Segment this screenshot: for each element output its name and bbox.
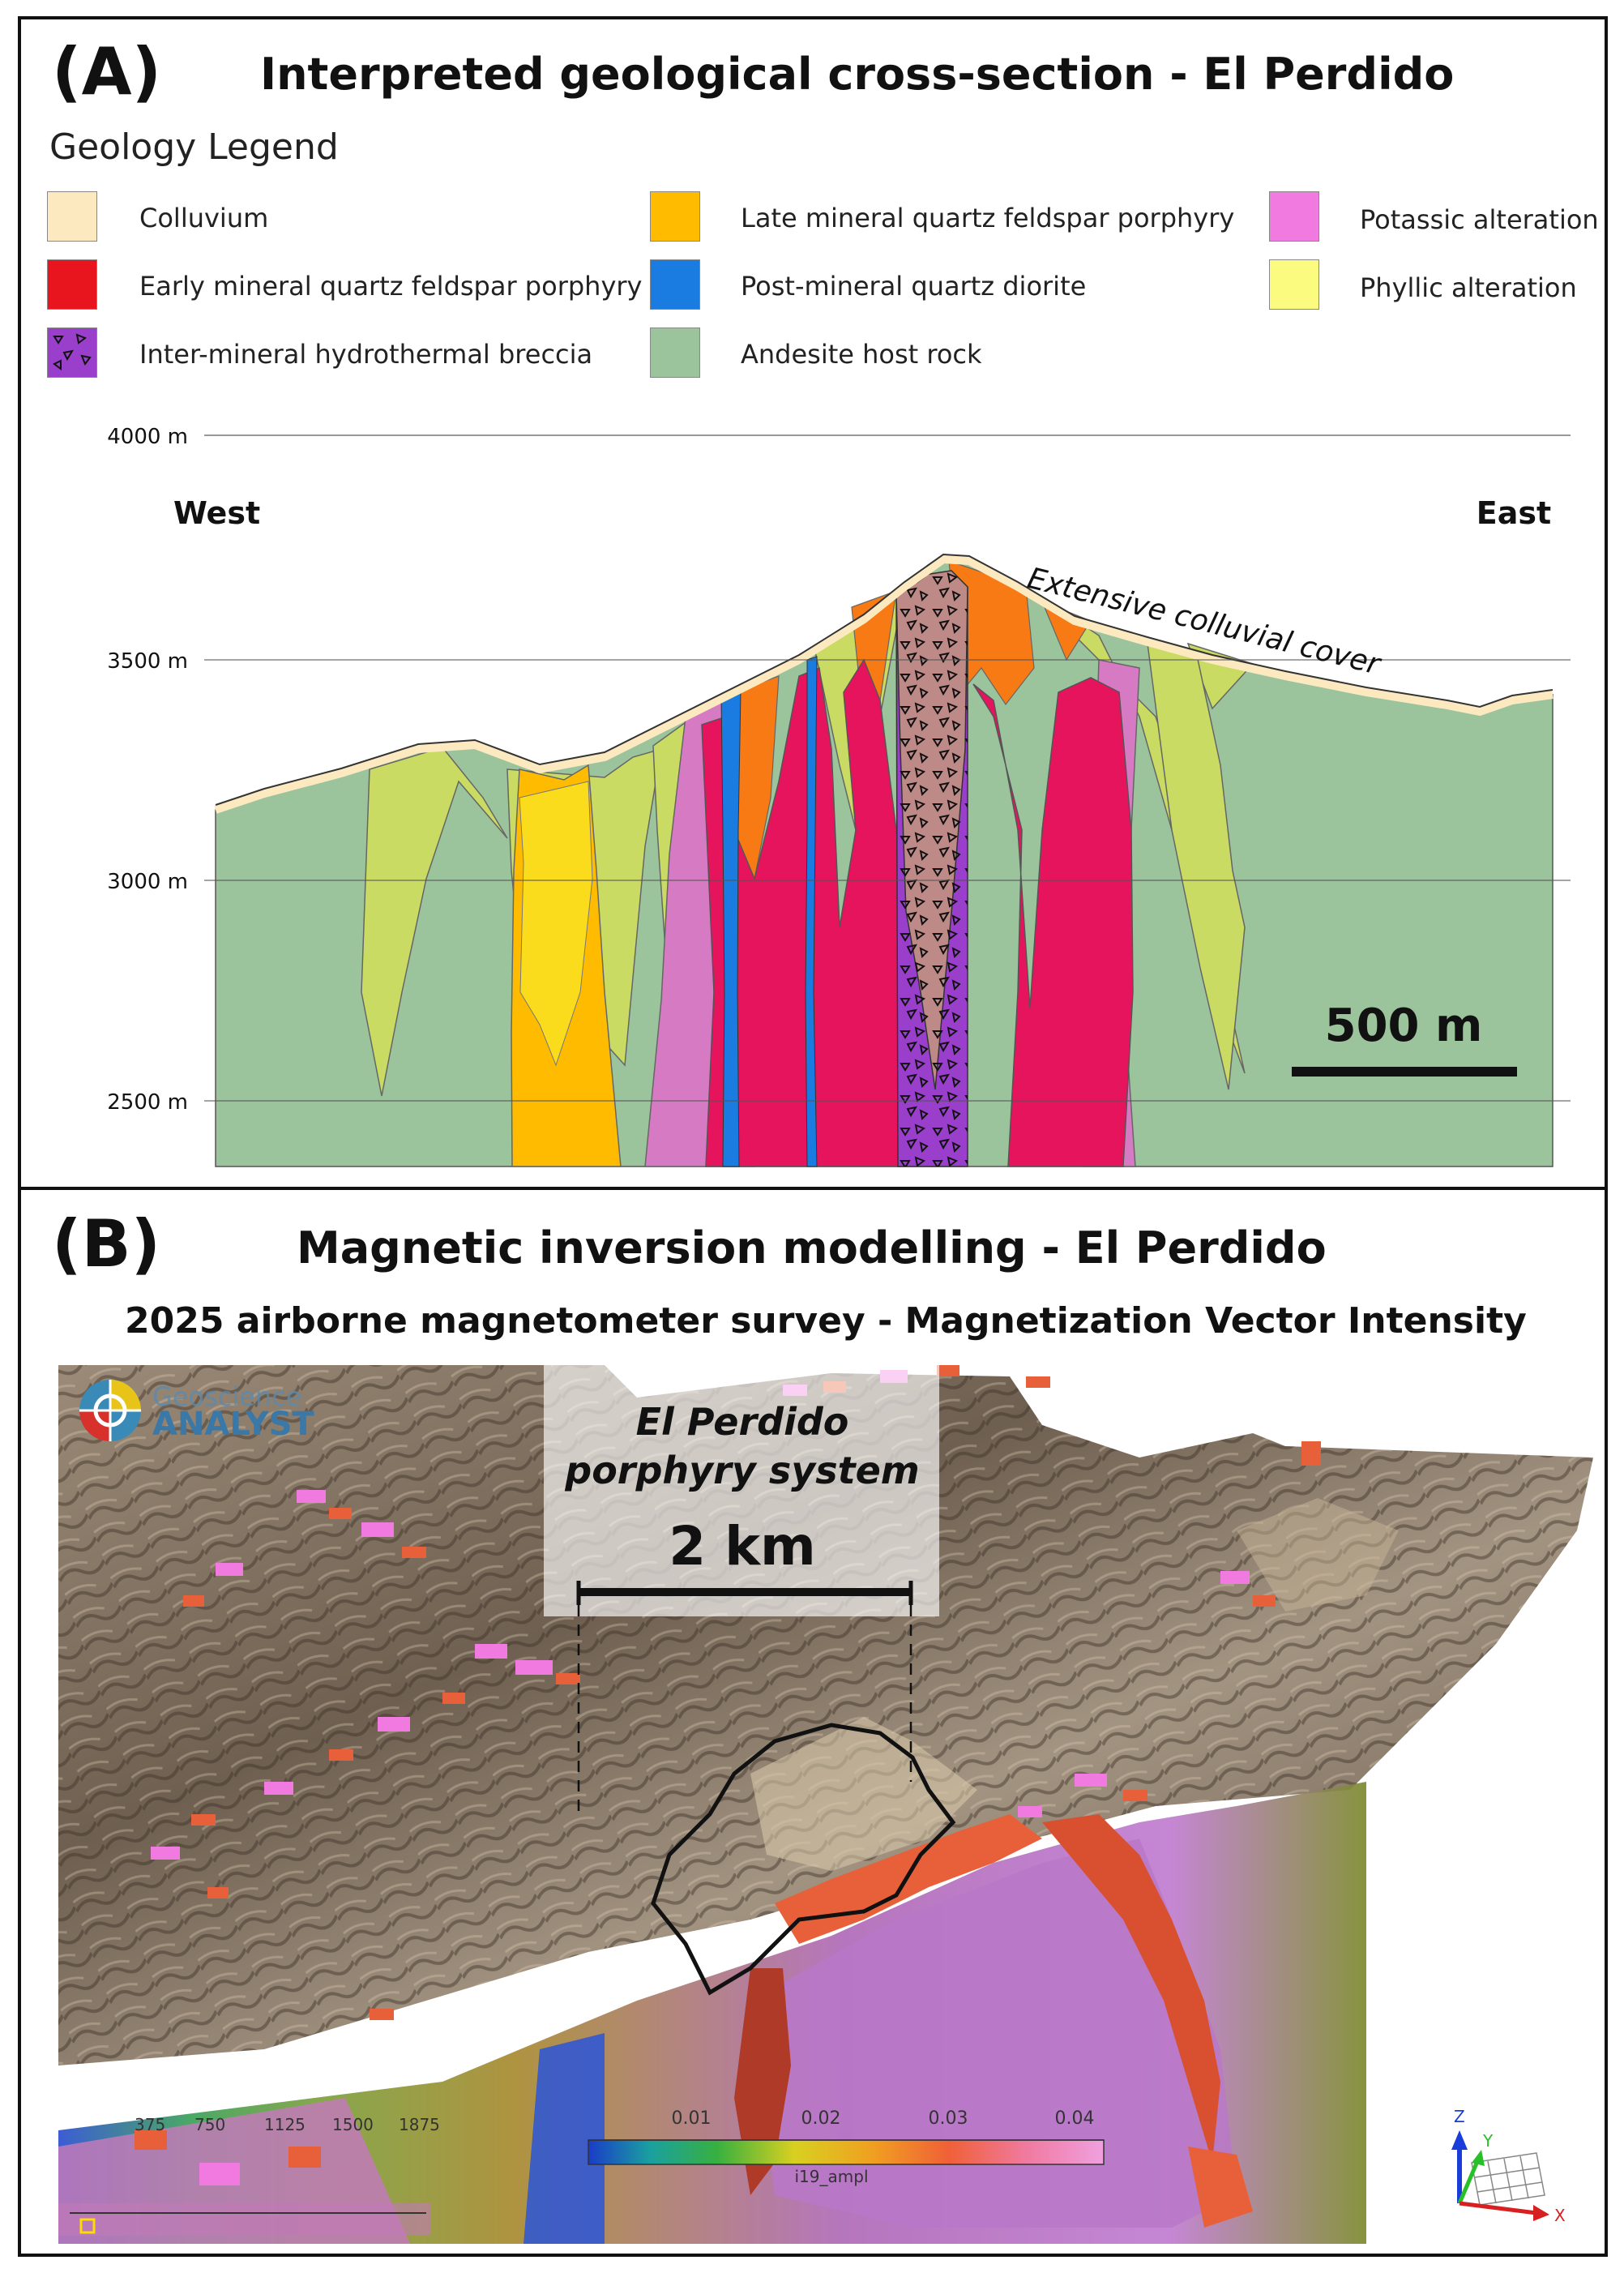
callout-title: El Perdido	[636, 1400, 849, 1444]
colorbar-tick: 0.04	[1055, 2108, 1095, 2129]
legend-label: Post-mineral quartz diorite	[741, 271, 1087, 302]
axis-label-x: X	[1554, 2206, 1566, 2225]
elevation-label-2500: 2500 m	[107, 1090, 188, 1115]
magnetic-high-voxels	[135, 1814, 1253, 2228]
panel-b-label: (B)	[52, 1206, 161, 1282]
phyllic-overprint-dyke	[519, 781, 593, 1067]
axis-label-y: Y	[1482, 2131, 1494, 2151]
elevation-label-4000: 4000 m	[107, 425, 188, 449]
elevation-label-3500: 3500 m	[107, 649, 188, 674]
distance-tick: 375	[135, 2115, 165, 2134]
legend-label: Andesite host rock	[741, 339, 982, 370]
breccia-pipe	[895, 570, 968, 1167]
legend-swatch-early-porphyry	[47, 259, 97, 310]
panel-a: (A) Interpreted geological cross-section…	[18, 16, 1608, 1190]
legend-swatch-phyllic	[1269, 259, 1319, 310]
colluvium-cover	[214, 554, 1553, 814]
legend-swatch-colluvium	[47, 191, 97, 242]
distance-ruler	[58, 2203, 431, 2236]
west-label: West	[173, 495, 260, 531]
callout-box	[544, 1365, 939, 1616]
legend-title: Geology Legend	[49, 126, 339, 168]
legend-swatch-andesite	[650, 327, 700, 378]
scale-bar-b	[576, 1581, 913, 1814]
panel-b-title: Magnetic inversion modelling - El Perdid…	[297, 1222, 1327, 1273]
colorbar-label: i19_ampl	[795, 2167, 869, 2186]
legend-label: Early mineral quartz feldspar porphyry	[139, 271, 643, 302]
scale-bar-label-b: 2 km	[669, 1515, 816, 1577]
geoscience-analyst-logo	[79, 1380, 141, 1441]
colorbar-tick: 0.03	[929, 2108, 968, 2129]
breccia-pattern-icon	[53, 333, 92, 370]
colorbar-tick: 0.01	[672, 2108, 712, 2129]
terrain-render	[58, 1365, 1593, 2065]
east-label: East	[1477, 495, 1551, 531]
legend-label: Late mineral quartz feldspar porphyry	[741, 203, 1235, 233]
magnetic-model-view: El Perdido porphyry system 2 km Geoscien…	[58, 1365, 1593, 2244]
scale-bar-label-a: 500 m	[1325, 1000, 1483, 1052]
distance-tick: 1875	[399, 2115, 440, 2134]
distance-tick: 1125	[264, 2115, 306, 2134]
legend-swatch-late-porphyry	[650, 191, 700, 242]
logo-text-bottom: ANALYST	[152, 1406, 314, 1443]
colorbar	[588, 2139, 1105, 2165]
cross-section-diagram: 4000 m 3500 m 3000 m 2500 m West East Ex…	[107, 425, 1571, 1167]
legend-swatch-breccia	[47, 327, 97, 378]
axis-triad-icon	[1451, 2130, 1549, 2221]
legend-label: Colluvium	[139, 203, 269, 233]
quartz-diorite-dykes	[720, 656, 818, 1167]
early-porphyry	[701, 658, 1134, 1167]
legend-label: Phyllic alteration	[1360, 272, 1577, 303]
callout-subtitle: porphyry system	[564, 1449, 919, 1492]
legend-label: Inter-mineral hydrothermal breccia	[139, 339, 593, 370]
elevation-label-3000: 3000 m	[107, 870, 188, 894]
panel-a-label: (A)	[52, 34, 162, 109]
legend-swatch-potassic	[1269, 191, 1319, 242]
logo-text-top: Geoscience	[152, 1381, 301, 1412]
legend-swatch-diorite	[650, 259, 700, 310]
panel-a-title: Interpreted geological cross-section - E…	[260, 49, 1455, 100]
legend-label: Potassic alteration	[1360, 204, 1599, 235]
porphyry-system-outline	[651, 1723, 956, 1996]
axis-label-z: Z	[1454, 2107, 1465, 2126]
distance-tick: 1500	[332, 2115, 374, 2134]
panel-b-subtitle: 2025 airborne magnetometer survey - Magn…	[125, 1300, 1527, 1342]
distance-tick: 750	[194, 2115, 225, 2134]
colorbar-tick: 0.02	[801, 2108, 841, 2129]
scale-bar-a	[1292, 1067, 1517, 1077]
topography-line	[215, 553, 1553, 806]
late-porphyry-orange	[733, 560, 1092, 881]
panel-b: (B) Magnetic inversion modelling - El Pe…	[18, 1187, 1608, 2257]
